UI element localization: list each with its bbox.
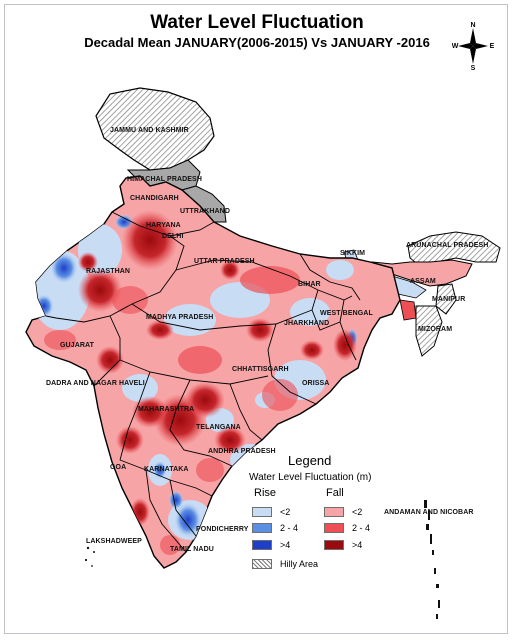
label-uttar-pradesh: UTTAR PRADESH: [194, 258, 255, 265]
andaman-islands: [424, 500, 440, 619]
label-mizoram: MIZORAM: [418, 326, 453, 333]
legend-label-rise-gt4: >4: [280, 540, 291, 550]
label-jharkhand: JHARKHAND: [284, 320, 330, 327]
label-orissa: ORISSA: [302, 380, 330, 387]
label-goa: GOA: [110, 464, 127, 471]
label-gujarat: GUJARAT: [60, 342, 95, 349]
legend-label-rise-lt2: <2: [280, 507, 291, 517]
label-karnataka: KARNATAKA: [144, 466, 189, 473]
region-manipur: [435, 283, 457, 315]
legend-title: Legend: [288, 453, 332, 468]
legend-subtitle: Water Level Fluctuation (m): [249, 472, 372, 483]
compass-n: N: [470, 22, 475, 29]
compass-e: E: [490, 43, 494, 50]
legend-rise-header: Rise: [254, 487, 277, 499]
legend-swatch-fall-lt2: [324, 507, 344, 517]
label-manipur: MANIPUR: [432, 296, 466, 303]
compass-s: S: [471, 65, 476, 70]
legend-swatch-rise-lt2: [252, 507, 272, 517]
label-madhya-pradesh: MADHYA PRADESH: [146, 314, 214, 321]
legend-label-fall-gt4: >4: [352, 540, 363, 550]
label-lakshadweep: LAKSHADWEEP: [86, 538, 142, 545]
legend-swatch-fall-2-4: [324, 523, 344, 533]
label-sikkim: SIKKIM: [340, 250, 366, 257]
label-tamil-nadu: TAMIL NADU: [170, 546, 214, 553]
legend-swatch-hilly: [252, 559, 272, 569]
region-india-body: [25, 175, 401, 569]
label-bihar: BIHAR: [298, 281, 321, 288]
lakshadweep-islands: [84, 546, 95, 567]
state-boundaries: [45, 211, 361, 553]
label-rajasthan: RAJASTHAN: [86, 268, 131, 275]
label-jammu-kashmir: JAMMU AND KASHMIR: [110, 127, 189, 134]
compass-w: W: [452, 43, 459, 50]
legend-swatch-rise-gt4: [252, 540, 272, 550]
map-legend: Legend Water Level Fluctuation (m) Rise …: [246, 453, 416, 583]
label-uttrakhand: UTTRAKHAND: [180, 208, 230, 215]
map-title: Water Level Fluctuation: [150, 12, 364, 33]
legend-swatch-rise-2-4: [252, 523, 272, 533]
label-pondicherry: PONDICHERRY: [196, 526, 249, 533]
label-chhattisgarh: CHHATTISGARH: [232, 366, 289, 373]
legend-label-fall-lt2: <2: [352, 507, 363, 517]
label-west-bengal: WEST BENGAL: [320, 310, 373, 317]
legend-swatch-fall-gt4: [324, 540, 344, 550]
label-andhra-pradesh: ANDHRA PRADESH: [208, 448, 276, 455]
label-assam: ASSAM: [410, 278, 436, 285]
map-subtitle: Decadal Mean JANUARY(2006-2015) Vs JANUA…: [84, 35, 430, 50]
label-maharashtra: MAHARASHTRA: [138, 406, 195, 413]
label-delhi: DELHI: [162, 233, 184, 240]
legend-label-hilly: Hilly Area: [280, 559, 319, 569]
label-arunachal: ARUNACHAL PRADESH: [406, 242, 489, 249]
label-dadra-nagar-haveli: DADRA AND NAGAR HAVELI: [46, 380, 145, 387]
region-tripura: [399, 299, 417, 321]
label-andaman-nicobar: ANDAMAN AND NICOBAR: [384, 509, 474, 516]
legend-label-rise-2-4: 2 - 4: [280, 523, 299, 533]
label-chandigarh: CHANDIGARH: [130, 195, 179, 202]
legend-label-fall-2-4: 2 - 4: [352, 523, 371, 533]
fluctuation-zones: [30, 210, 358, 568]
label-haryana: HARYANA: [146, 222, 181, 229]
legend-fall-header: Fall: [326, 487, 344, 499]
region-mizoram: [415, 305, 443, 357]
label-himachal: HIMACHAL PRADESH: [127, 176, 202, 183]
north-arrow-icon: N S W E: [452, 22, 494, 70]
region-jammu-kashmir: [95, 87, 215, 171]
label-telangana: TELANGANA: [196, 424, 241, 431]
